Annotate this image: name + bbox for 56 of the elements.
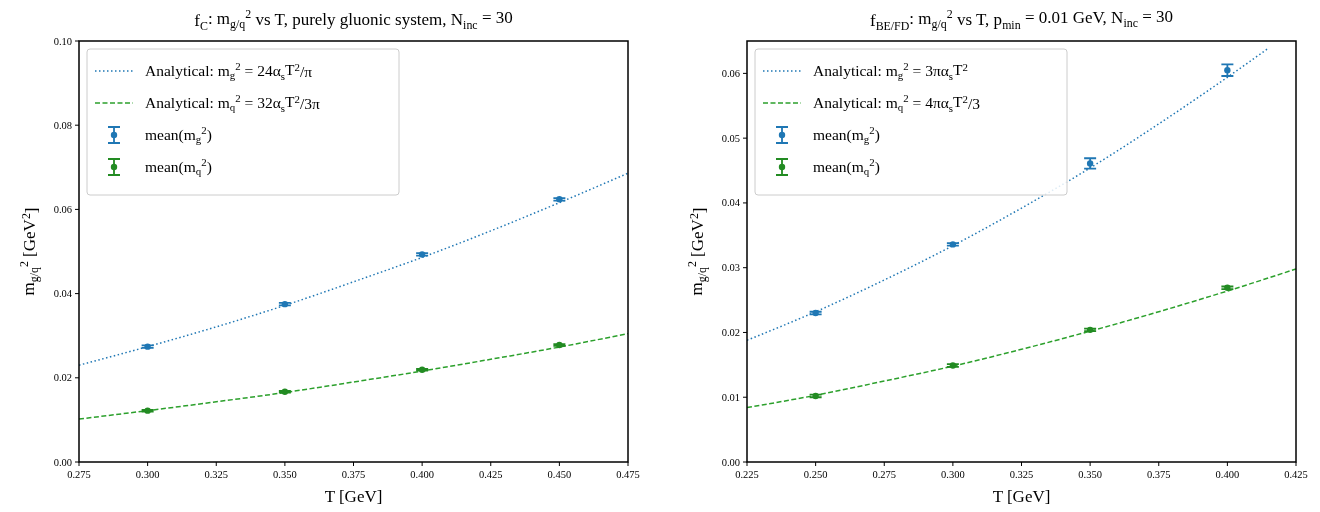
legend-label: Analytical: m$_{g}$$^{2}$ = 3πα$_{s}$T$^{2}$ bbox=[813, 60, 968, 82]
legend-label: Analytical: m$_{q}$$^{2}$ = 4πα$_{s}$T$^{2}$/3 bbox=[813, 92, 981, 114]
point bbox=[812, 392, 819, 400]
point bbox=[281, 300, 289, 308]
point bbox=[556, 341, 563, 349]
y-tick-label: 0.01 bbox=[721, 391, 740, 403]
legend-label: mean(m$_{g}$$^{2}$) bbox=[145, 124, 212, 146]
x-tick-label: 0.275 bbox=[872, 469, 897, 480]
legend-label: mean(m$_{q}$$^{2}$) bbox=[145, 156, 212, 178]
x-tick-label: 0.300 bbox=[941, 469, 965, 480]
point bbox=[144, 407, 151, 414]
x-axis-title: T [GeV] bbox=[992, 487, 1051, 506]
x-tick-label: 0.425 bbox=[1284, 469, 1308, 480]
y-tick-label: 0.02 bbox=[53, 372, 72, 384]
point bbox=[144, 343, 151, 350]
legend-label: Analytical: m$_{q}$$^{2}$ = 32α$_{s}$T$^{2}$/3π bbox=[145, 92, 320, 114]
x-tick-label: 0.450 bbox=[547, 469, 572, 480]
line-series bbox=[79, 332, 628, 420]
y-tick-label: 0.04 bbox=[53, 288, 73, 300]
x-tick-label: 0.400 bbox=[1215, 469, 1240, 480]
y-tick-label: 0.00 bbox=[53, 456, 72, 468]
chart-title: f$_{C}$: m$_{g/q}$$^{2}$ vs T, purely gluonic system, N$_{inc}$ = 30 bbox=[194, 7, 513, 33]
y-tick-label: 0.06 bbox=[53, 203, 72, 215]
point bbox=[1086, 326, 1094, 334]
x-tick-label: 0.425 bbox=[478, 469, 503, 480]
x-tick-label: 0.375 bbox=[1146, 469, 1171, 480]
point bbox=[556, 196, 563, 203]
point bbox=[281, 388, 289, 395]
y-tick-label: 0.08 bbox=[53, 119, 72, 131]
legend-label: mean(m$_{g}$$^{2}$) bbox=[813, 124, 880, 146]
x-tick-label: 0.375 bbox=[341, 469, 366, 480]
y-tick-label: 0.03 bbox=[721, 262, 740, 274]
x-tick-label: 0.350 bbox=[1078, 469, 1102, 480]
x-tick-label: 0.250 bbox=[803, 469, 828, 480]
point bbox=[418, 366, 426, 373]
legend-label: mean(m$_{q}$$^{2}$) bbox=[813, 156, 880, 178]
legend-label: Analytical: m$_{g}$$^{2}$ = 24α$_{s}$T$^{2}$/π bbox=[145, 60, 313, 82]
x-tick-label: 0.325 bbox=[204, 469, 229, 480]
x-tick-label: 0.400 bbox=[410, 469, 434, 480]
y-tick-label: 0.06 bbox=[721, 67, 740, 79]
chart-title: f$_{BE/FD}$: m$_{g/q}$$^{2}$ vs T, p$_{min}$ = 0.01 GeV, N$_{inc}$ = 30 bbox=[869, 6, 1174, 33]
x-tick-label: 0.475 bbox=[616, 469, 640, 480]
x-tick-label: 0.225 bbox=[735, 469, 759, 480]
x-tick-label: 0.275 bbox=[67, 469, 91, 480]
y-tick-label: 0.05 bbox=[721, 132, 740, 144]
point bbox=[418, 251, 426, 258]
x-tick-label: 0.325 bbox=[1009, 469, 1034, 480]
line-series bbox=[747, 268, 1296, 409]
y-tick-label: 0.02 bbox=[721, 326, 740, 338]
x-tick-label: 0.350 bbox=[273, 469, 297, 480]
x-tick-label: 0.300 bbox=[135, 469, 160, 480]
x-axis-title: T [GeV] bbox=[324, 487, 383, 506]
y-tick-label: 0.10 bbox=[53, 35, 72, 47]
y-tick-label: 0.00 bbox=[721, 456, 740, 468]
y-tick-label: 0.04 bbox=[721, 197, 741, 209]
point bbox=[1224, 284, 1231, 291]
